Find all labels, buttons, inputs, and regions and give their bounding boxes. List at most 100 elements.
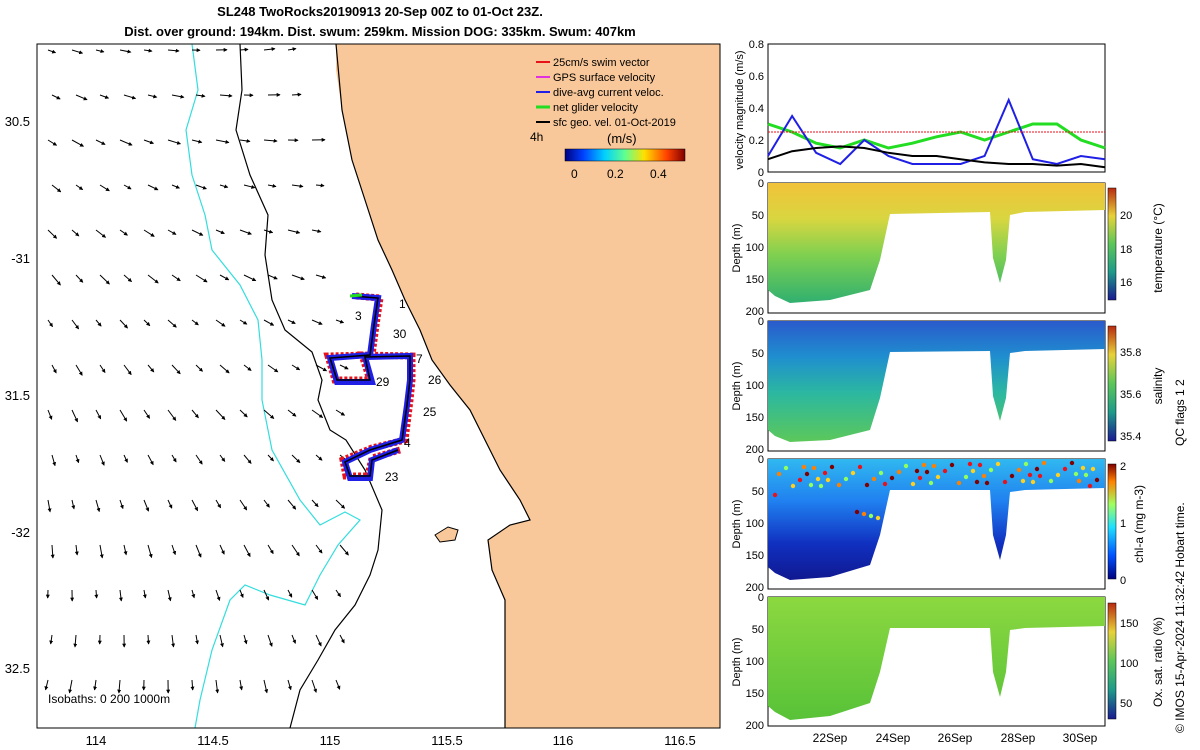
current-vector: [243, 634, 248, 645]
current-vector: [191, 589, 196, 599]
svg-text:35.4: 35.4: [1120, 431, 1141, 443]
svg-text:24Sep: 24Sep: [876, 731, 911, 745]
current-vector: [243, 274, 257, 282]
current-vector: [95, 319, 102, 327]
chla-sample-dot: [917, 475, 923, 481]
svg-text:114: 114: [86, 733, 107, 748]
chla-sample-dot: [1009, 473, 1015, 479]
current-vector: [195, 454, 203, 465]
svg-text:116.5: 116.5: [664, 733, 696, 748]
current-vector: [339, 364, 349, 370]
current-vector: [71, 49, 84, 55]
depth-tick-label: 200: [746, 444, 764, 456]
depth-tick-label: 50: [752, 624, 764, 636]
svg-text:-32: -32: [11, 525, 30, 540]
svg-text:30.5: 30.5: [5, 114, 30, 129]
current-vector: [71, 319, 79, 330]
oxygen-section: 50 100 150 Ox. sat. ratio (%): [767, 596, 1165, 727]
current-vector: [99, 364, 106, 374]
legend-gps-velocity: GPS surface velocity: [553, 72, 656, 84]
svg-text:116: 116: [553, 733, 574, 748]
current-vector: [335, 319, 345, 324]
chla-sample-dot: [974, 479, 980, 485]
current-vector: [239, 589, 244, 599]
depth-axis-label: Depth (m): [731, 224, 743, 273]
current-vector: [47, 229, 58, 239]
legend-dive-avg: dive-avg current veloc.: [553, 87, 664, 99]
current-vector: [143, 48, 153, 53]
current-vector: [311, 679, 318, 693]
current-vector: [215, 319, 226, 327]
current-vector: [93, 679, 98, 691]
depth-axis-label: Depth (m): [731, 500, 743, 549]
chla-sample-dot: [903, 463, 909, 469]
chla-sample-dot: [970, 468, 976, 474]
svg-text:0: 0: [758, 167, 764, 179]
current-vector: [311, 229, 322, 234]
colorbar-tick-02: 0.2: [607, 167, 624, 181]
velocity-series-3: [767, 145, 1106, 169]
current-vector: [239, 47, 249, 52]
svg-text:28Sep: 28Sep: [1001, 731, 1036, 745]
svg-text:Ox. sat. ratio (%): Ox. sat. ratio (%): [1151, 617, 1165, 707]
current-vector: [123, 364, 132, 376]
chla-sample-dot: [1016, 467, 1022, 473]
current-vector: [195, 364, 203, 372]
chla-sample-dot: [981, 473, 987, 479]
chla-sample-dot: [843, 476, 849, 482]
svg-text:20: 20: [1120, 210, 1132, 222]
svg-text:18: 18: [1120, 244, 1132, 256]
map-frame: [36, 43, 721, 729]
svg-text:1: 1: [1120, 518, 1126, 530]
current-vector: [191, 499, 199, 512]
current-vector: [143, 499, 150, 512]
current-vector: [167, 229, 177, 235]
current-vector: [287, 229, 301, 235]
figure-title: SL248 TwoRocks20190913 20-Sep 00Z to 01-…: [217, 4, 543, 19]
chla-sample-dot: [1023, 461, 1029, 467]
current-vector: [335, 499, 346, 509]
current-vector: [263, 229, 274, 234]
credit-line: © IMOS 15-Apr-2024 11:32:42 Hobart time.: [1173, 502, 1187, 733]
chla-sample-dot: [889, 475, 895, 481]
chla-sample-dot: [1048, 478, 1054, 484]
current-vector: [291, 184, 304, 189]
salinity-section: 35.4 35.6 35.8 salinity: [767, 320, 1165, 452]
svg-text:26Sep: 26Sep: [938, 731, 973, 745]
chla-sample-dot: [1002, 479, 1008, 485]
current-vector: [171, 94, 185, 99]
svg-text:22Sep: 22Sep: [813, 731, 848, 745]
chla-sample-dot: [1037, 473, 1043, 479]
current-vector: [315, 634, 322, 647]
current-vector: [195, 544, 202, 558]
current-vector: [119, 499, 124, 510]
track-labels: 1 3 30 7 26 29 25 4 23: [355, 297, 442, 484]
svg-text:30Sep: 30Sep: [1063, 731, 1098, 745]
current-vector: [315, 454, 323, 461]
current-vector: [94, 589, 99, 599]
current-vector: [263, 47, 276, 52]
isobath-legend: Isobaths: 0 200 1000m: [48, 692, 170, 706]
current-vector: [142, 589, 147, 599]
current-vector: [191, 409, 199, 419]
current-vector: [47, 409, 53, 420]
current-vector: [215, 139, 230, 144]
current-vector: [267, 183, 277, 188]
temperature-section: 16 18 20 temperature (°C): [767, 182, 1165, 314]
current-vector: [71, 409, 78, 423]
chla-sample-dot: [984, 480, 990, 486]
current-vector: [195, 184, 207, 190]
current-vector: [239, 138, 251, 143]
current-vector: [263, 138, 278, 143]
map-lon-ticks: 114 114.5 115 115.5 116 116.5: [86, 733, 696, 748]
chla-sample-dot: [804, 471, 810, 477]
depth-tick-label: 150: [746, 412, 764, 424]
chla-sample-dot: [1020, 478, 1026, 484]
current-vector: [71, 139, 84, 147]
current-vector: [95, 139, 106, 145]
current-vector: [147, 544, 153, 559]
figure-subtitle: Dist. over ground: 194km. Dist. swum: 25…: [124, 24, 636, 39]
current-vector: [47, 319, 53, 328]
